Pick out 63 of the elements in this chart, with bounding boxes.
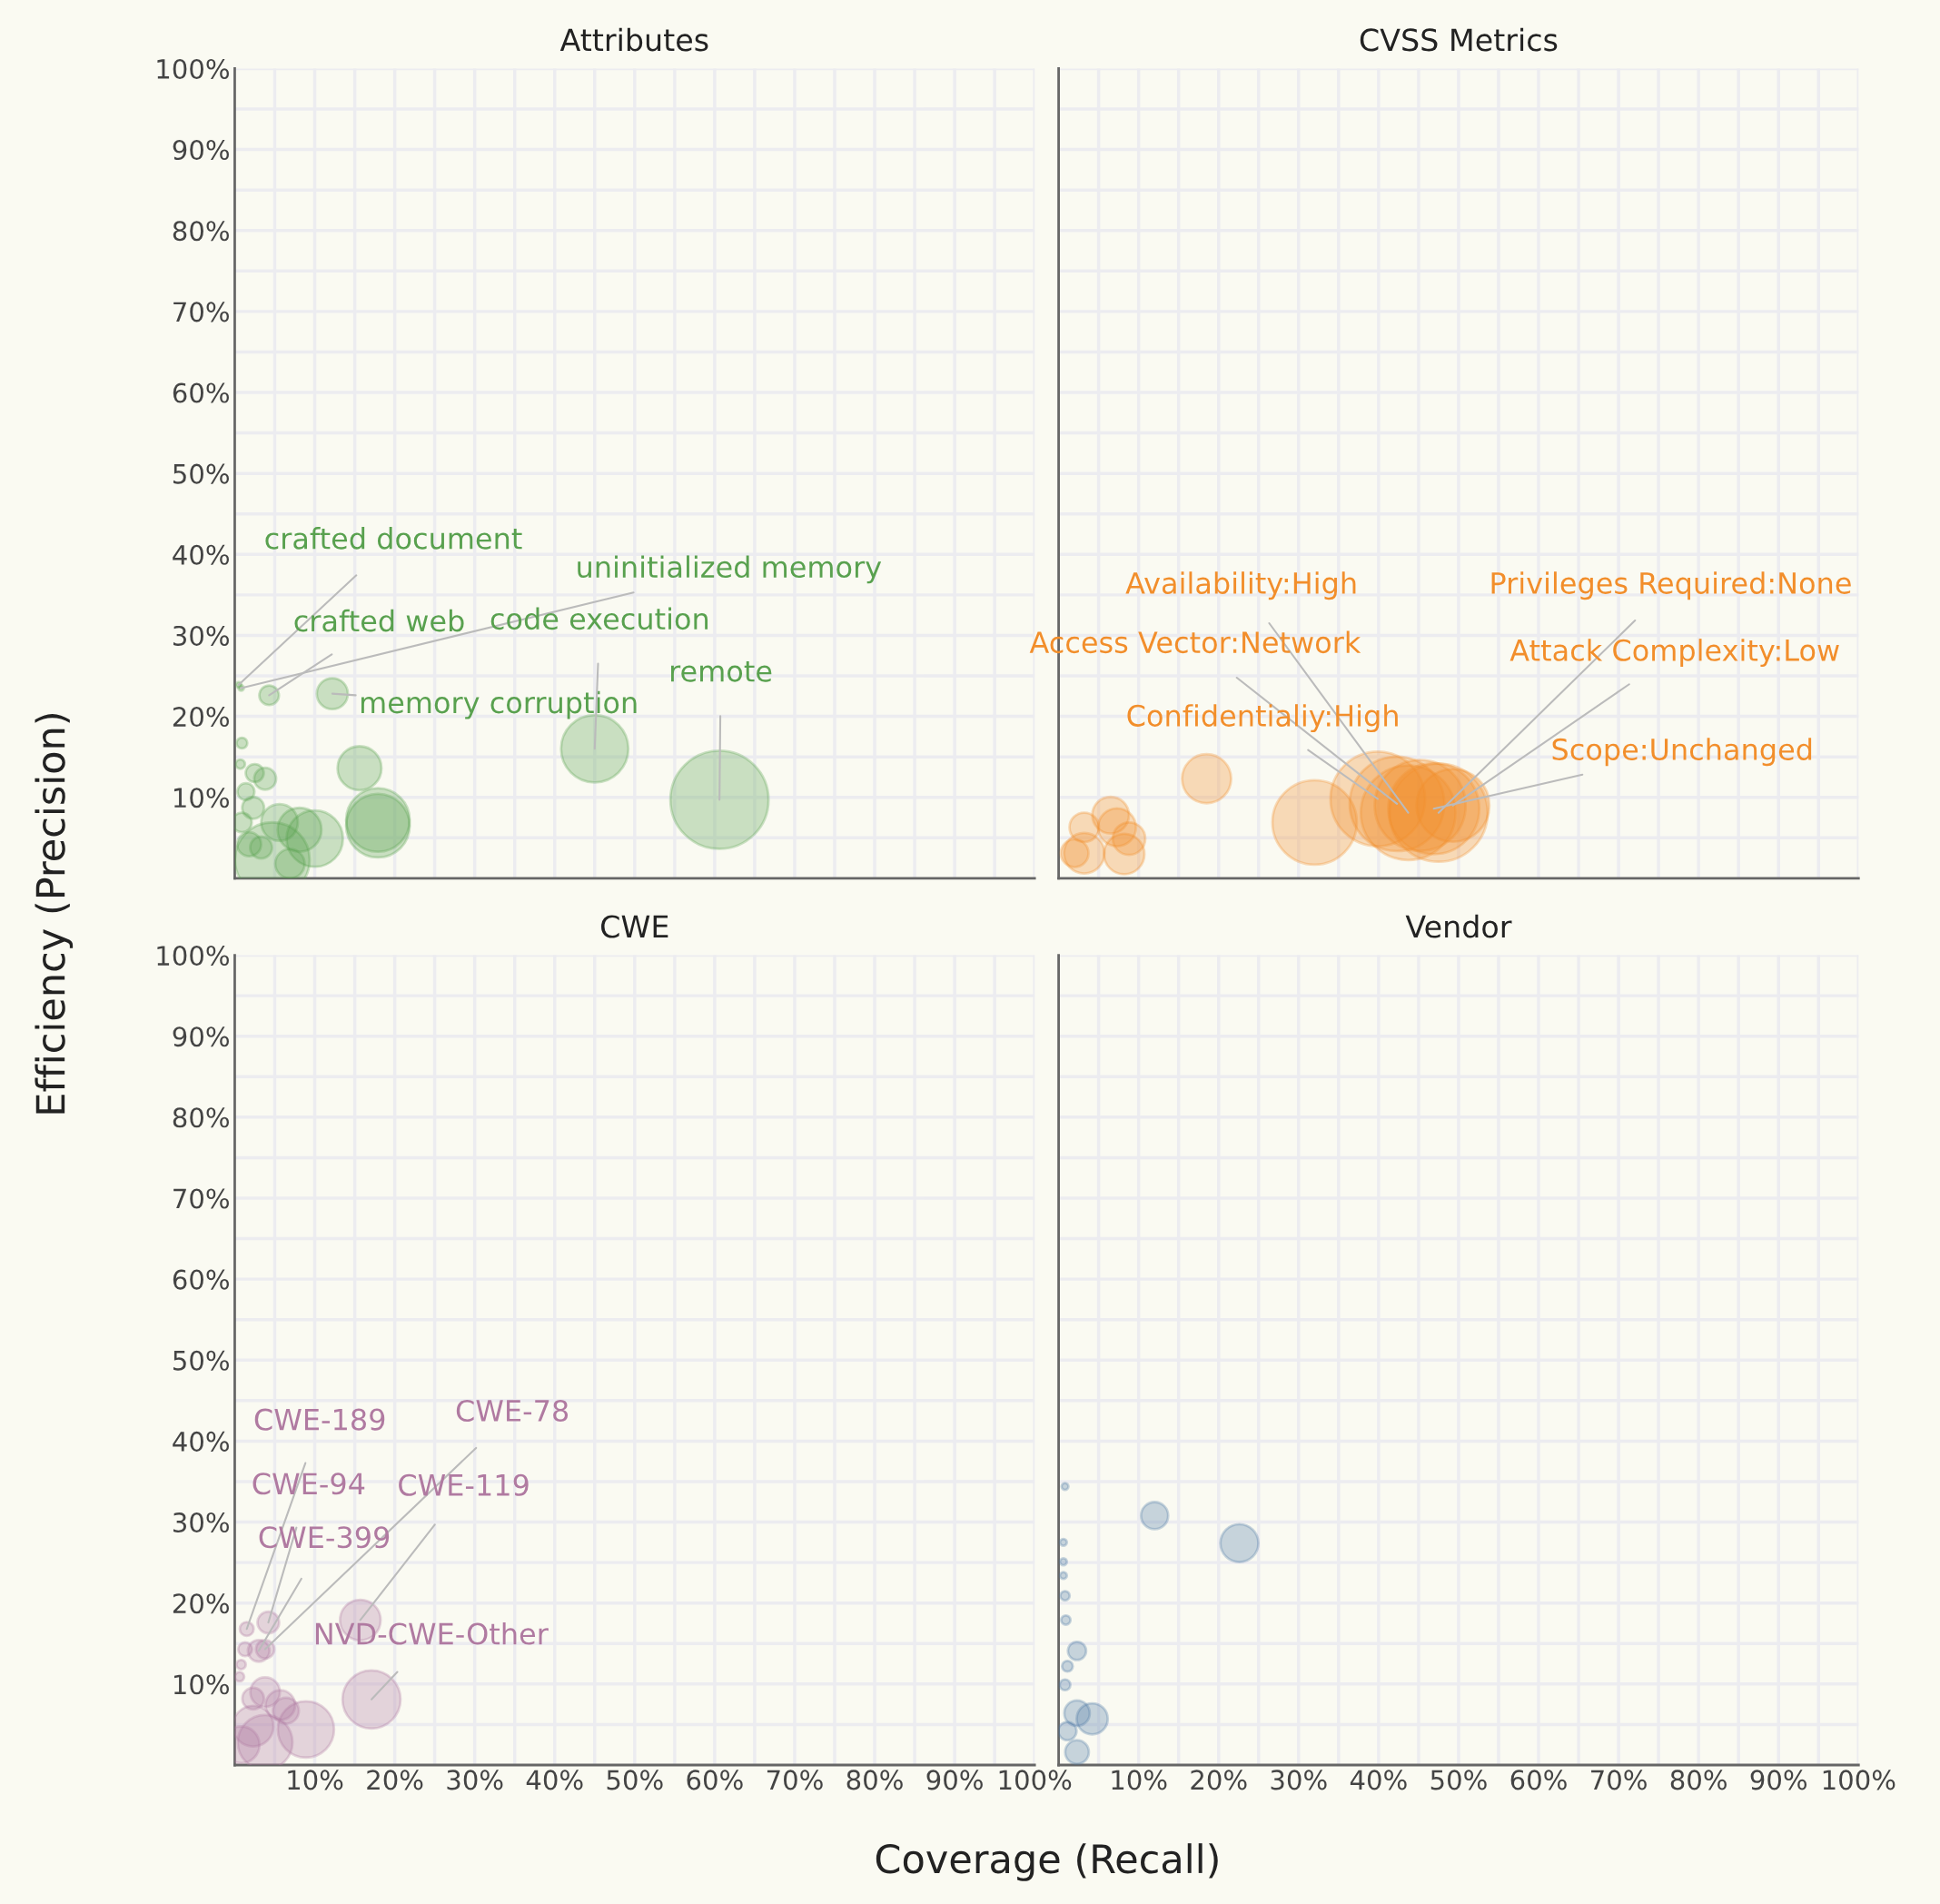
y-tick-label: 50%	[173, 1350, 229, 1371]
y-tick-label: 20%	[173, 707, 229, 728]
annotation: Availability:High	[1125, 571, 1356, 600]
y-tick-label: 10%	[173, 1674, 229, 1695]
x-tick-label: 40%	[526, 1770, 583, 1790]
y-tick-label: 10%	[173, 788, 229, 808]
y-tick-label: 100%	[157, 946, 229, 967]
y-tick-label: 30%	[173, 1512, 229, 1533]
x-tick-label: 70%	[1591, 1770, 1647, 1790]
annotation: CWE-399	[259, 1526, 390, 1549]
chart-title: Attributes	[559, 27, 708, 52]
x-tick-label: 90%	[1750, 1770, 1807, 1790]
chart-title: CWE	[601, 915, 668, 938]
y-tick-label: 30%	[173, 625, 229, 646]
annotation: memory corruption	[361, 690, 637, 719]
annotation: Confidentialiy:High	[1127, 704, 1398, 733]
annotation: crafted document	[265, 527, 522, 550]
x-tick-label: 10%	[288, 1770, 343, 1790]
x-tick-label: 30%	[1271, 1770, 1327, 1790]
x-tick-label: 100%	[999, 1770, 1072, 1790]
annotation: Privileges Required:None	[1491, 571, 1851, 600]
x-tick-label: 80%	[1670, 1770, 1727, 1790]
y-tick-label: 60%	[173, 382, 229, 403]
y-tick-label: 20%	[173, 1593, 229, 1614]
chart-title: Vendor	[1405, 914, 1512, 938]
y-tick-label: 70%	[173, 302, 229, 322]
x-tick-label: 20%	[367, 1770, 423, 1790]
annotation: Attack Complexity:Low	[1509, 639, 1839, 668]
x-tick-label: 60%	[687, 1770, 743, 1790]
annotation: CWE-189	[254, 1408, 385, 1431]
y-tick-label: 90%	[173, 140, 229, 161]
annotation: NVD-CWE-Other	[315, 1621, 549, 1645]
annotation: Scope:Unchanged	[1552, 738, 1812, 767]
annotation: code execution	[490, 607, 708, 630]
x-tick-label: 50%	[1430, 1770, 1487, 1790]
y-tick-label: 90%	[173, 1026, 229, 1047]
annotation: CWE-119	[399, 1473, 529, 1496]
y-tick-label: 50%	[173, 463, 229, 484]
x-tick-label: 100%	[1823, 1770, 1895, 1790]
x-tick-label: 90%	[926, 1770, 983, 1790]
y-tick-label: 80%	[173, 1107, 229, 1128]
y-tick-label: 40%	[173, 1431, 229, 1452]
x-tick-label: 50%	[607, 1770, 663, 1790]
y-tick-label: 80%	[173, 221, 229, 242]
annotation: remote	[671, 660, 772, 682]
y-axis-title: Efficiency (Precision)	[35, 714, 74, 1114]
y-tick-label: 40%	[173, 544, 229, 565]
x-tick-label: 10%	[1112, 1770, 1167, 1790]
x-tick-label: 70%	[767, 1770, 823, 1790]
y-tick-label: 60%	[173, 1269, 229, 1290]
annotation: CWE-94	[252, 1473, 365, 1495]
y-tick-label: 70%	[173, 1188, 229, 1209]
chart-title: CVSS Metrics	[1360, 27, 1558, 52]
annotation: CWE-78	[456, 1399, 569, 1423]
x-tick-label: 20%	[1191, 1770, 1247, 1790]
x-tick-label: 30%	[447, 1770, 503, 1790]
annotation: crafted web	[294, 609, 464, 632]
x-tick-label: 40%	[1350, 1770, 1407, 1790]
x-tick-label: 60%	[1510, 1770, 1567, 1790]
annotation: uninitialized memory	[578, 555, 882, 584]
y-tick-label: 100%	[157, 58, 229, 79]
x-axis-title: Coverage (Recall)	[876, 1843, 1218, 1881]
x-tick-label: 80%	[846, 1770, 903, 1790]
